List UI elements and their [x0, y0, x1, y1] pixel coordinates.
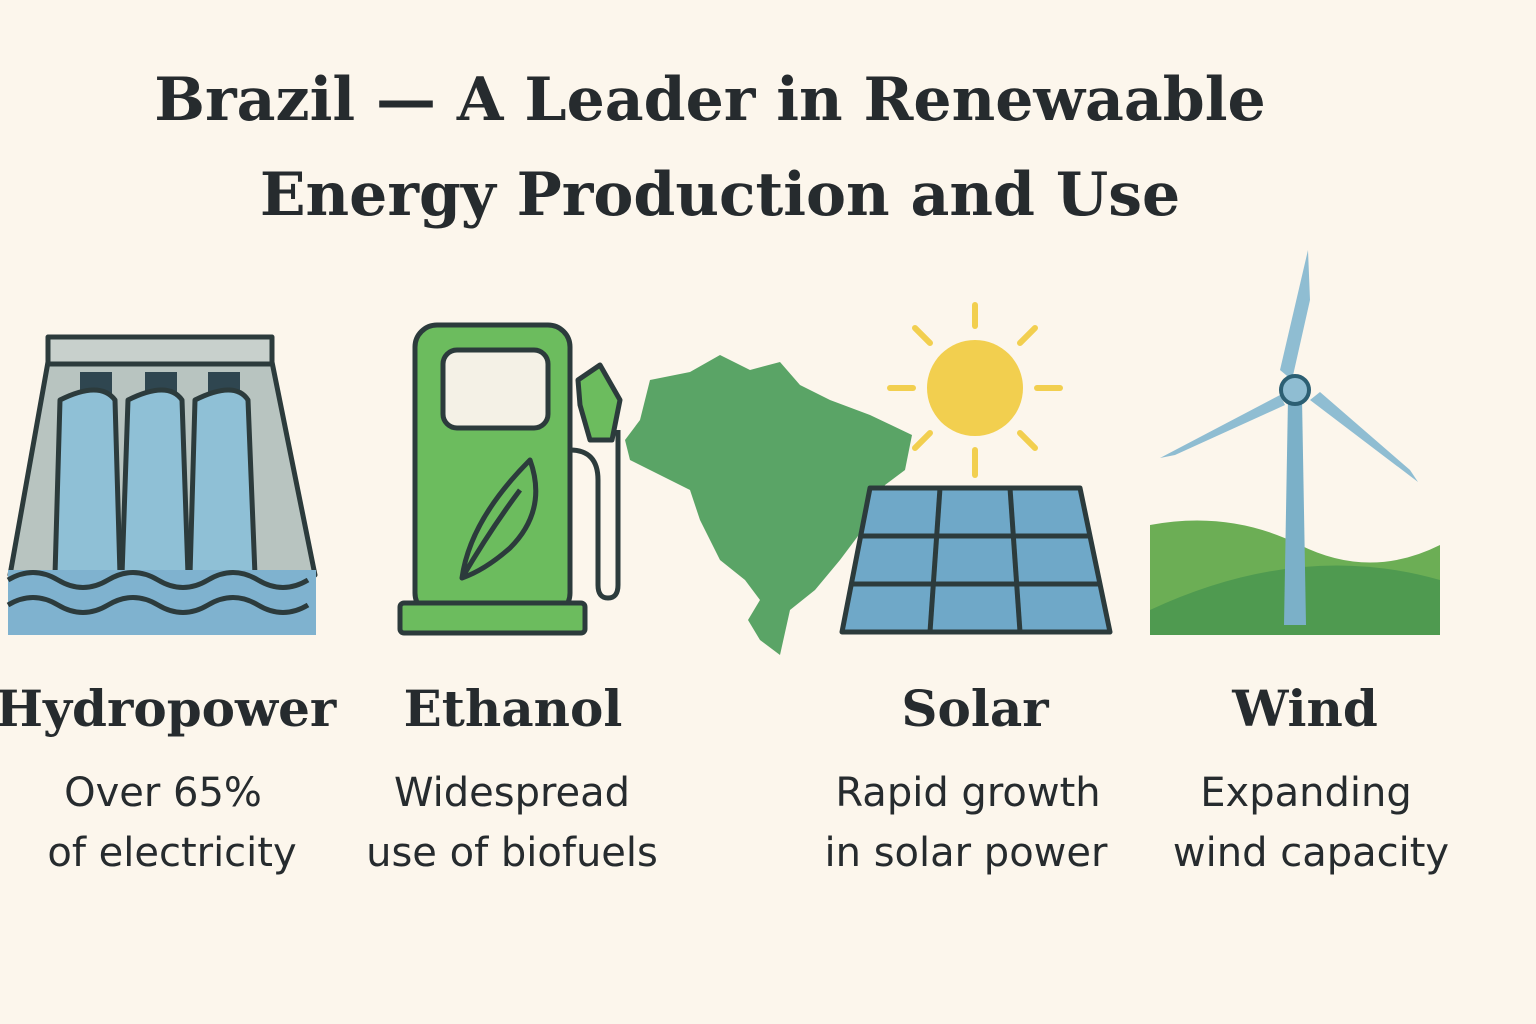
wind-icon-part — [1280, 250, 1310, 380]
solar-icon-part — [887, 302, 1063, 478]
solar-icon-part — [851, 487, 1100, 633]
brazil-map — [625, 355, 912, 655]
ethanol-icon-part — [569, 430, 621, 601]
wind-icon-part — [1160, 395, 1285, 458]
wind-icon — [1150, 250, 1440, 635]
hydropower-icon-part — [187, 387, 258, 578]
item-description: Over 65% — [64, 770, 262, 816]
title-line: Brazil — A Leader in Renewaable — [154, 65, 1265, 135]
solar-icon — [839, 302, 1113, 635]
item-description: of electricity — [47, 830, 296, 876]
title-line: Energy Production and Use — [260, 160, 1180, 230]
hydropower-icon-part — [6, 570, 310, 590]
item-label: Solar — [901, 679, 1049, 738]
item-description: use of biofuels — [366, 830, 658, 876]
item-description: wind capacity — [1173, 830, 1449, 876]
solar-icon-part-part — [912, 430, 933, 451]
hydropower-icon-part — [52, 387, 123, 578]
hydropower-icon-part — [6, 595, 310, 615]
solar-icon-part-part — [1017, 430, 1038, 451]
ethanol-icon — [397, 322, 623, 636]
item-description: in solar power — [825, 830, 1108, 876]
wind-icon-part — [1284, 398, 1306, 625]
solar-icon-part-part — [912, 325, 933, 346]
item-description: Rapid growth — [835, 770, 1100, 816]
ethanol-icon-part — [440, 347, 551, 431]
item-label: Ethanol — [404, 679, 623, 738]
solar-icon-part-part — [927, 487, 943, 633]
item-description: Expanding — [1200, 770, 1411, 816]
ethanol-icon-part — [575, 362, 623, 443]
hydropower-icon-part — [45, 334, 275, 367]
ethanol-icon-part — [397, 600, 588, 636]
wind-icon-part — [1310, 392, 1418, 482]
solar-icon-part-part — [1007, 487, 1023, 633]
solar-icon-part — [839, 485, 1113, 635]
solar-icon-part-part — [1017, 325, 1038, 346]
hydropower-icon — [6, 334, 318, 635]
item-label: Wind — [1231, 679, 1378, 738]
ethanol-icon-part — [459, 457, 539, 581]
hydropower-icon-part — [119, 387, 191, 578]
item-description: Widespread — [394, 770, 630, 816]
item-label: Hydropower — [0, 679, 337, 738]
wind-icon-part — [1279, 374, 1311, 406]
solar-icon-part — [927, 340, 1023, 436]
